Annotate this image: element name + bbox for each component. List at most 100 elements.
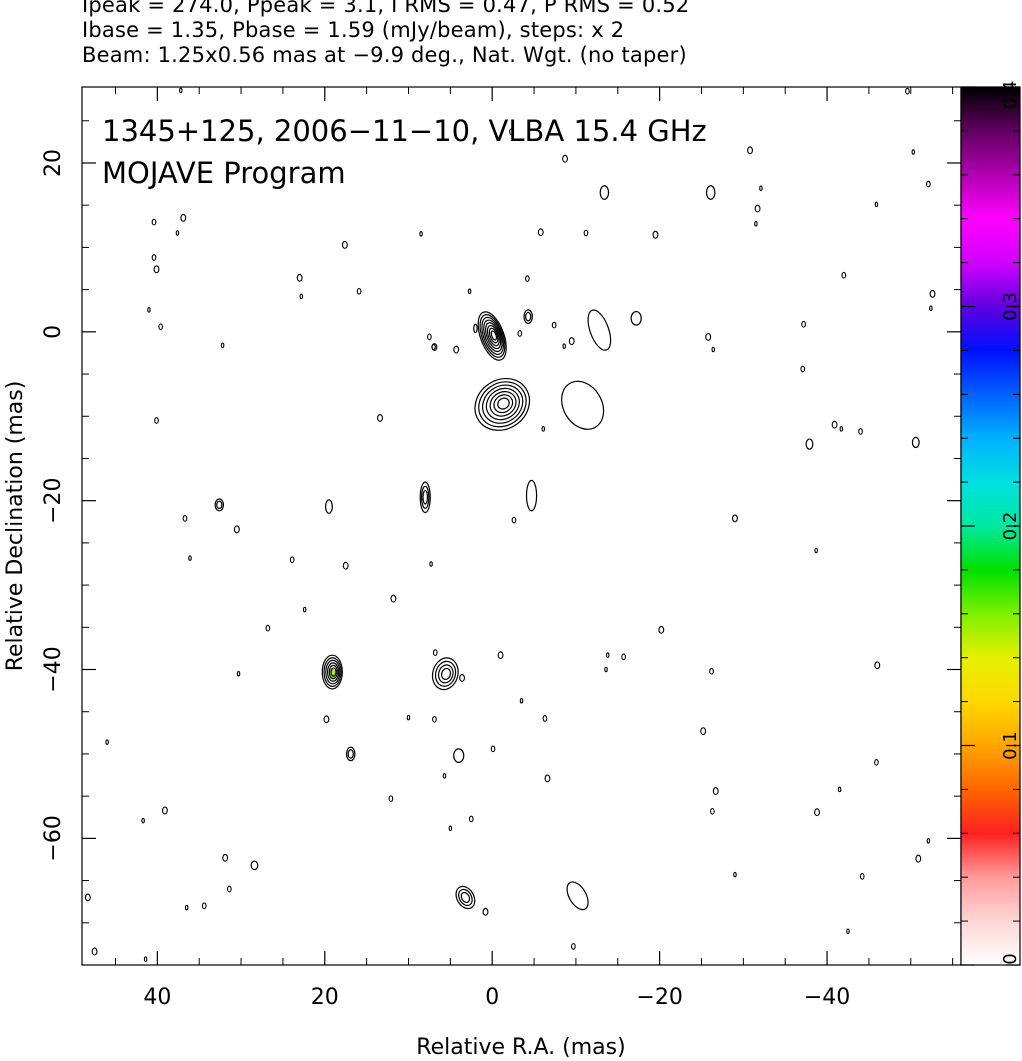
- noise-contour: [442, 773, 447, 779]
- noise-contour: [874, 661, 881, 670]
- noise-contour: [296, 273, 303, 282]
- source-component: [599, 185, 610, 200]
- x-tick-label: 0: [485, 985, 499, 1010]
- noise-contour: [427, 333, 432, 341]
- noise-contour: [841, 271, 847, 279]
- noise-contour: [551, 321, 557, 329]
- noise-contour: [390, 594, 397, 603]
- source-component: [911, 436, 920, 449]
- contour-level: [321, 654, 343, 690]
- noise-contour: [482, 907, 489, 916]
- x-tick-label: 40: [143, 985, 171, 1010]
- noise-contour: [323, 715, 330, 724]
- contour-level: [440, 667, 452, 681]
- contour-level: [455, 885, 476, 910]
- noise-contour: [105, 739, 109, 745]
- contour-level: [493, 394, 514, 414]
- noise-contour: [429, 561, 433, 567]
- noise-contour: [448, 825, 453, 831]
- noise-contour: [839, 426, 844, 432]
- noise-contour: [299, 293, 304, 300]
- contour-level: [453, 748, 465, 763]
- colorbar-tick-label: 0.1: [1000, 731, 1021, 760]
- noise-contour: [497, 651, 504, 660]
- header-line-3: Beam: 1.25x0.56 mas at −9.9 deg., Nat. W…: [82, 43, 687, 67]
- axis-ticks: 40 20 0 −20 −40 20 0 −20 −40 −60: [41, 87, 961, 1010]
- noise-contour: [175, 230, 180, 236]
- contour-level: [422, 489, 429, 505]
- contour-level: [323, 657, 342, 687]
- source-component: [455, 885, 476, 910]
- x-tick-label: 20: [311, 985, 339, 1010]
- contour-level: [419, 481, 431, 514]
- noise-contour: [180, 213, 187, 222]
- noise-contour: [222, 853, 229, 862]
- noise-contour: [511, 516, 517, 524]
- contour-level: [328, 664, 338, 680]
- noise-contour: [747, 146, 753, 155]
- noise-contour: [712, 787, 719, 796]
- source-annotation: 1345+125, 2006−11−10, VLBA 15.4 GHz: [102, 114, 707, 148]
- noise-contour: [519, 698, 524, 704]
- source-component: [474, 377, 531, 431]
- source-component: [325, 499, 333, 514]
- contour-level: [587, 309, 612, 351]
- source-component: [477, 311, 507, 361]
- noise-contour: [621, 653, 626, 661]
- noise-contour: [541, 426, 546, 432]
- noise-contour: [509, 128, 514, 136]
- noise-contour: [233, 525, 240, 534]
- contour-level: [525, 479, 538, 512]
- contour-level: [474, 377, 531, 431]
- noise-contour: [154, 417, 159, 424]
- noise-contour: [141, 817, 145, 824]
- contour-level: [483, 319, 503, 353]
- noise-contour: [562, 154, 568, 163]
- header-line-2: Ibase = 1.35, Pbase = 1.59 (mJy/beam), s…: [82, 18, 625, 42]
- noise-contour: [929, 289, 936, 298]
- noise-contour: [911, 149, 916, 155]
- contour-level: [489, 391, 517, 417]
- contour-level: [216, 500, 223, 510]
- y-axis-label: Relative Declination (mas): [3, 381, 28, 672]
- noise-contour: [874, 759, 879, 766]
- source-component: [214, 498, 225, 512]
- noise-contour: [544, 774, 551, 783]
- noise-contour: [432, 649, 438, 656]
- x-tick-label: −20: [636, 985, 682, 1010]
- program-annotation: MOJAVE Program: [102, 156, 346, 190]
- contour-level: [326, 662, 340, 682]
- noise-contour: [161, 806, 168, 815]
- noise-contour: [158, 323, 164, 331]
- noise-contour: [709, 667, 714, 675]
- contour-level: [523, 309, 533, 324]
- noise-contour: [926, 180, 931, 188]
- noise-contour: [583, 229, 589, 237]
- noise-contour: [801, 320, 806, 328]
- source-component: [523, 309, 533, 324]
- noise-contour: [467, 288, 472, 295]
- colorbar-tick-label: 0: [1000, 953, 1021, 964]
- source-component: [473, 323, 478, 334]
- colorbar-tick-label: 0.3: [1000, 292, 1021, 321]
- contour-level: [345, 746, 356, 762]
- noise-contour: [490, 745, 496, 753]
- contour-level: [525, 311, 532, 322]
- noise-contour: [289, 556, 295, 564]
- noise-contour: [814, 547, 818, 554]
- noise-contour: [846, 928, 850, 934]
- source-component: [630, 310, 642, 326]
- contour-level: [488, 327, 499, 344]
- x-axis-label: Relative R.A. (mas): [416, 1035, 625, 1060]
- y-tick-label: −40: [41, 646, 66, 692]
- noise-contour: [459, 674, 466, 682]
- noise-contour: [658, 625, 665, 634]
- contour-level: [330, 667, 337, 677]
- noise-contour: [377, 413, 383, 422]
- source-component: [431, 657, 459, 691]
- colorbar-tick-label: 0.2: [1000, 512, 1021, 541]
- contour-level: [599, 185, 610, 200]
- noise-contour: [537, 228, 544, 237]
- noise-contour: [732, 514, 738, 523]
- noise-contour: [542, 715, 548, 722]
